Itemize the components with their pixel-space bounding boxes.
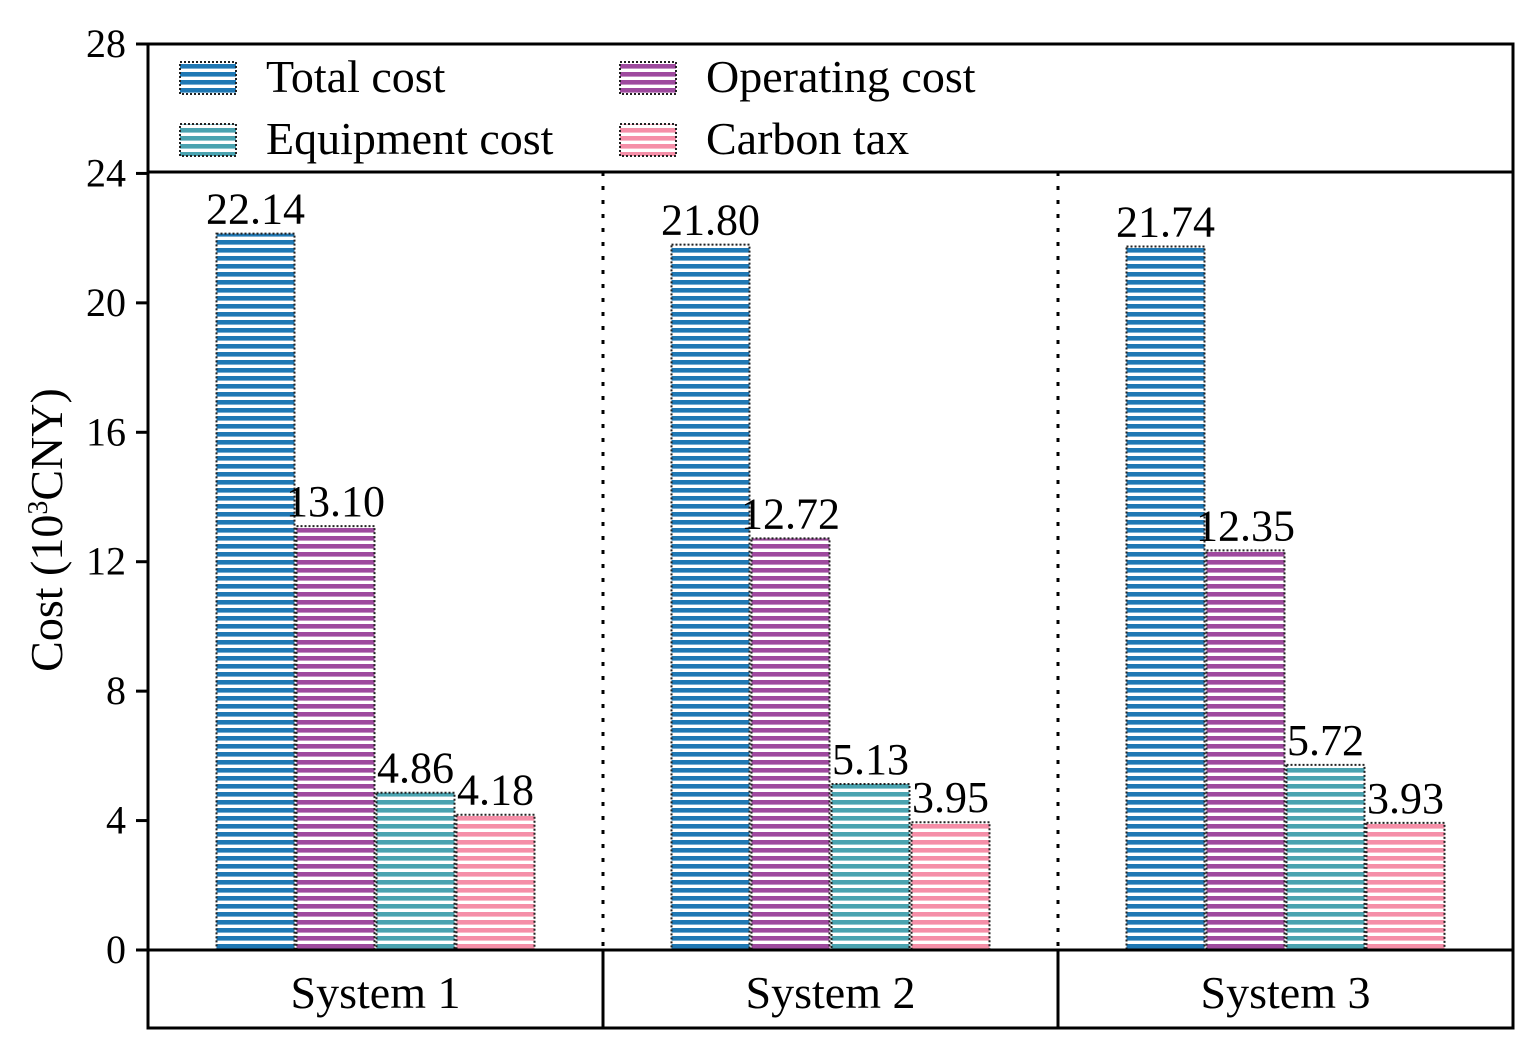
category-label: System 1: [291, 967, 461, 1018]
y-tick-label: 16: [86, 409, 126, 454]
y-tick-label: 0: [106, 927, 126, 972]
data-label: 5.72: [1287, 716, 1364, 765]
data-label: 22.14: [206, 185, 305, 234]
y-tick-label: 8: [106, 668, 126, 713]
data-label: 4.86: [377, 744, 454, 793]
data-label: 5.13: [832, 735, 909, 784]
data-label: 21.74: [1116, 198, 1215, 247]
bar-total-cost-3: [1125, 245, 1206, 951]
bar-equipment-cost-2: [830, 783, 911, 952]
bar-carbon-tax-3: [1365, 821, 1446, 951]
bar-equipment-cost-1: [375, 791, 456, 951]
data-label: 4.18: [457, 766, 534, 815]
legend-label: Equipment cost: [266, 113, 554, 164]
bar-operating-cost-2: [750, 537, 831, 951]
bar-total-cost-1: [215, 232, 296, 951]
legend-swatch: [179, 123, 237, 157]
bar-total-cost-2: [670, 243, 751, 952]
data-label: 12.72: [741, 489, 840, 538]
legend-swatch: [619, 61, 677, 95]
y-tick-label: 24: [86, 150, 126, 195]
frame-layer: [136, 42, 1515, 1030]
data-label: 3.95: [912, 773, 989, 822]
legend-label: Carbon tax: [706, 113, 909, 164]
y-tick-label: 12: [86, 539, 126, 584]
legend-swatch: [619, 123, 677, 157]
category-label: System 2: [746, 967, 916, 1018]
y-axis-title: Cost (103CNY): [21, 388, 72, 672]
bar-equipment-cost-3: [1285, 763, 1366, 951]
y-tick-label: 20: [86, 280, 126, 325]
data-label: 3.93: [1367, 774, 1444, 823]
y-tick-label: 28: [86, 21, 126, 66]
bar-carbon-tax-1: [455, 813, 536, 951]
legend-swatch: [179, 61, 237, 95]
category-label: System 3: [1201, 967, 1371, 1018]
plot-frame: [146, 42, 1515, 1030]
bar-operating-cost-1: [295, 525, 376, 951]
y-tick-label: 4: [106, 798, 126, 843]
data-label: 13.10: [286, 477, 385, 526]
data-label: 12.35: [1196, 501, 1295, 550]
bars-layer: [215, 232, 1446, 952]
text-layer: 22.14 13.10 4.86 4.18 21.80 12.72 5.133.95 21.7…: [21, 21, 1444, 1018]
bar-operating-cost-3: [1205, 549, 1286, 951]
bar-carbon-tax-2: [910, 821, 991, 951]
data-label: 21.80: [661, 196, 760, 245]
legend-label: Operating cost: [706, 51, 976, 102]
legend-label: Total cost: [266, 51, 446, 102]
